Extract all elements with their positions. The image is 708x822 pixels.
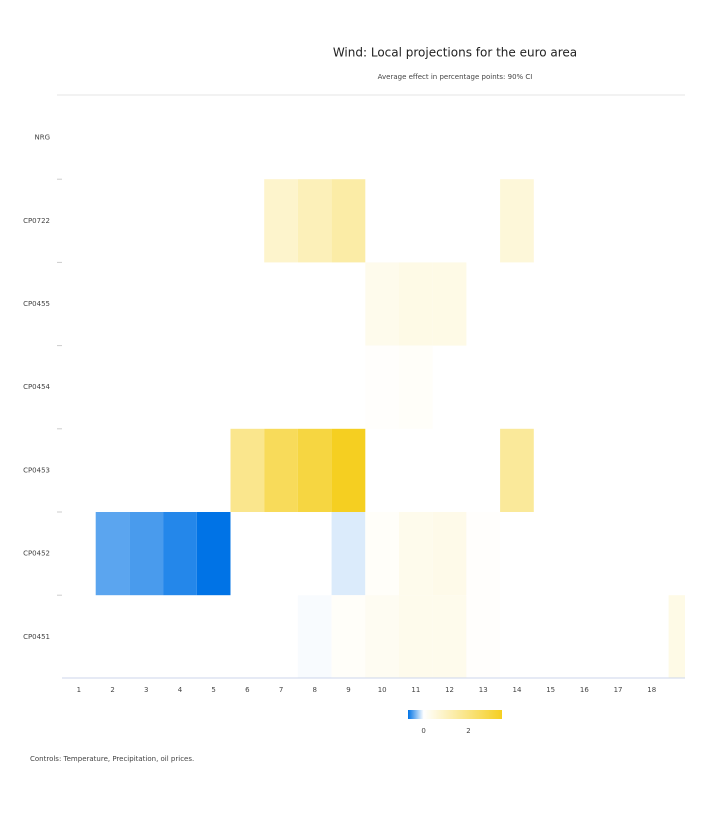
x-tick-label: 17 [614, 686, 623, 694]
x-tick-label: 8 [313, 686, 317, 694]
heat-cell [331, 595, 366, 679]
heat-cell [297, 428, 332, 512]
y-tick-label: CP0455 [23, 300, 50, 308]
y-tick-label: CP0454 [23, 383, 50, 391]
heat-cell [500, 179, 534, 263]
heat-cell [297, 179, 332, 263]
x-tick-label: 9 [346, 686, 350, 694]
heat-cell [129, 512, 164, 596]
heat-cell [230, 428, 265, 512]
heat-cell [365, 595, 399, 679]
x-tick-label: 10 [378, 686, 387, 694]
colorbar-tick-label: 0 [421, 727, 425, 735]
y-tick-label: CP0452 [23, 550, 50, 558]
x-tick-label: 15 [546, 686, 555, 694]
heat-cell [668, 595, 685, 679]
heat-cell [163, 512, 197, 596]
heat-cell [331, 428, 366, 512]
x-tick-label: 5 [211, 686, 215, 694]
x-tick-label: 12 [445, 686, 454, 694]
cells [95, 179, 685, 679]
caption: Controls: Temperature, Precipitation, oi… [30, 755, 194, 763]
heat-cell [399, 262, 433, 346]
heat-cell [399, 595, 433, 679]
heat-cell [365, 345, 399, 429]
x-tick-label: 4 [178, 686, 183, 694]
heat-cell [365, 512, 399, 596]
heat-cell [466, 595, 501, 679]
heat-cell [432, 262, 467, 346]
chart-title: Wind: Local projections for the euro are… [333, 46, 577, 60]
x-tick-label: 2 [110, 686, 114, 694]
heat-cell [95, 512, 130, 596]
heat-cell [196, 512, 231, 596]
colorbar [408, 710, 502, 719]
x-tick-label: 18 [647, 686, 656, 694]
heat-cell [399, 512, 433, 596]
y-tick-label: CP0451 [23, 633, 50, 641]
x-tick-label: 7 [279, 686, 283, 694]
y-tick-label: NRG [34, 134, 50, 142]
x-tick-label: 3 [144, 686, 148, 694]
heat-cell [264, 428, 298, 512]
x-tick-label: 14 [512, 686, 521, 694]
heat-cell [331, 179, 366, 263]
heat-cell [331, 512, 366, 596]
heat-cell [264, 179, 298, 263]
heat-cell [399, 345, 433, 429]
heat-cell [297, 595, 332, 679]
x-tick-label: 11 [411, 686, 420, 694]
heat-cell [500, 428, 534, 512]
heat-cell [432, 595, 467, 679]
heat-cell [432, 512, 467, 596]
y-tick-label: CP0453 [23, 466, 50, 474]
colorbar-tick-label: 2 [466, 727, 470, 735]
x-tick-label: 1 [77, 686, 81, 694]
chart-subtitle: Average effect in percentage points: 90%… [378, 73, 533, 81]
heat-cell [466, 512, 501, 596]
x-tick-label: 13 [479, 686, 488, 694]
heat-cell [365, 262, 399, 346]
y-tick-label: CP0722 [23, 217, 50, 225]
x-tick-label: 16 [580, 686, 589, 694]
x-tick-label: 6 [245, 686, 250, 694]
